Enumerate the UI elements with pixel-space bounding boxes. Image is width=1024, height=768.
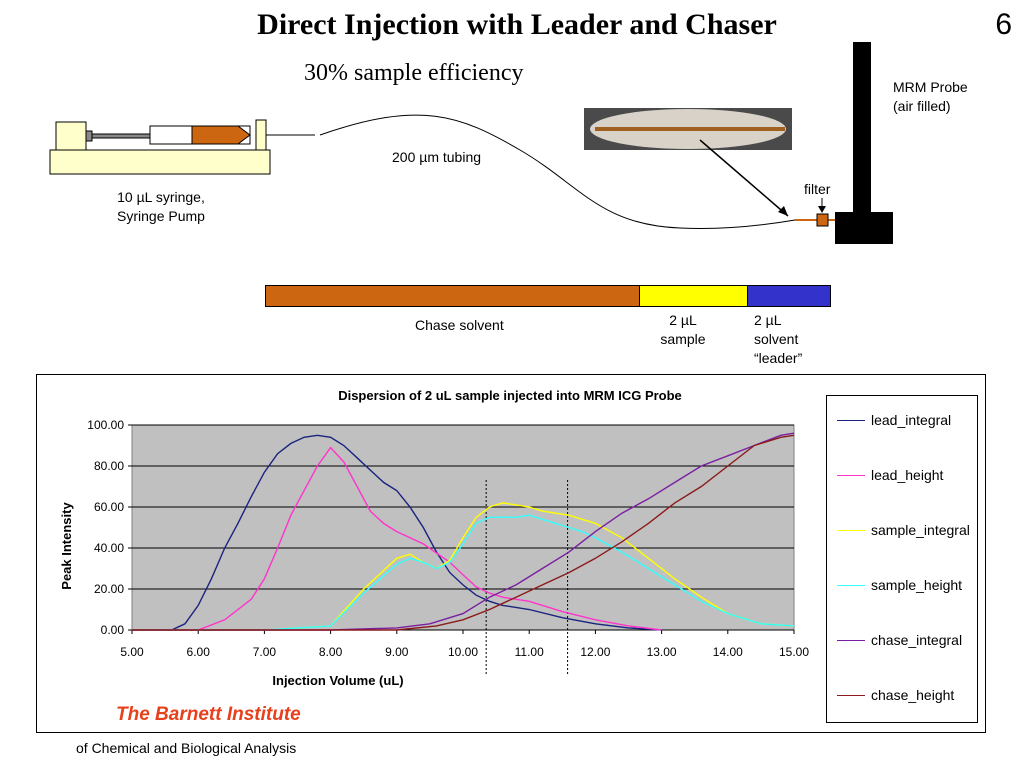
series-line-chase-integral [132,432,795,631]
y-tick-label: 0.00 [101,623,125,637]
y-tick-label: 80.00 [94,459,124,473]
leader-segment-label: 2 µL solvent “leader” [754,311,802,368]
chart-frame [36,374,986,733]
probe-label-line2: (air filled) [893,98,951,114]
mrm-probe-base [835,212,893,244]
slide-number: 6 [995,8,1012,41]
legend-item: chase_integral [837,631,962,649]
schematic-diagram [49,42,893,244]
x-tick-label: 14.00 [713,645,743,659]
x-tick-label: 7.00 [253,645,277,659]
sample-label-line1: 2 µL [669,312,697,328]
probe-photo-tube [595,127,785,131]
legend-label: sample_integral [871,522,970,538]
chase-segment [266,286,641,306]
plunger-cap [85,130,93,142]
tubing-label: 200 µm tubing [392,149,482,165]
x-tick-label: 13.00 [647,645,677,659]
series-line-lead-height [132,446,662,631]
legend-swatch [837,694,865,696]
segment-bar [265,285,831,307]
series-line-sample-integral [132,502,795,631]
syringe-label: 10 µL syringe, Syringe Pump [96,188,226,226]
series-line-sample-height [132,514,795,631]
series-line-lead-integral [132,434,662,631]
mrm-probe-shaft [853,42,871,217]
x-axis-label: Injection Volume (uL) [272,673,403,688]
legend-swatch [837,584,865,586]
x-tick-label: 9.00 [385,645,409,659]
dispersion-chart: Dispersion of 2 uL sample injected into … [59,388,809,688]
plot-area [131,424,795,631]
legend-label: chase_integral [871,632,963,648]
syringe-label-line2: Syringe Pump [117,208,205,224]
syringe-fluid [191,125,251,145]
legend-swatch [837,474,865,476]
legend-label: lead_height [871,467,944,483]
legend-label: lead_integral [871,412,952,428]
legend-item: lead_height [837,466,943,484]
sample-segment [640,286,748,306]
probe-label-line1: MRM Probe [893,79,968,95]
institute-name: The Barnett Institute [116,704,301,725]
leader-label-line1: 2 µL [754,312,782,328]
x-tick-label: 12.00 [580,645,610,659]
x-tick-label: 15.00 [779,645,809,659]
filter-block [816,213,829,227]
institute-subtitle: of Chemical and Biological Analysis [76,740,297,756]
y-tick-label: 100.00 [87,418,124,432]
legend-item: lead_integral [837,411,951,429]
legend-swatch [837,419,865,421]
slide-title: Direct Injection with Leader and Chaser [257,8,777,41]
chase-segment-label: Chase solvent [415,317,504,333]
legend-label: chase_height [871,687,955,703]
leader-label-line2: solvent [754,331,799,347]
legend-item: sample_height [837,576,962,594]
sample-segment-label: 2 µL sample [648,311,718,349]
y-axis-label: Peak Intensity [59,502,74,590]
syringe-label-line1: 10 µL syringe, [117,189,205,205]
y-tick-label: 40.00 [94,541,124,555]
pump-block [55,121,87,151]
photo-pointer-arrow [699,139,789,217]
pump-base [49,149,271,175]
x-tick-label: 6.00 [187,645,211,659]
y-tick-label: 60.00 [94,500,124,514]
legend-item: chase_height [837,686,954,704]
chart-title: Dispersion of 2 uL sample injected into … [338,388,682,403]
filter-label: filter [804,181,831,197]
legend-swatch [837,639,865,641]
efficiency-subtitle: 30% sample efficiency [304,60,524,86]
x-tick-label: 11.00 [515,645,544,659]
x-tick-label: 8.00 [319,645,343,659]
y-tick-label: 20.00 [94,582,124,596]
x-tick-label: 5.00 [120,645,144,659]
sample-label-line2: sample [660,331,706,347]
series-line-chase-height [132,434,795,631]
syringe-holder [255,119,267,151]
x-tick-label: 10.00 [448,645,478,659]
leader-segment [747,286,830,306]
probe-label: MRM Probe (air filled) [893,78,968,116]
legend-label: sample_height [871,577,963,593]
legend-item: sample_integral [837,521,970,539]
syringe-pump [49,119,271,175]
tubing-line [319,114,796,230]
legend-swatch [837,529,865,531]
leader-label-line3: “leader” [754,350,803,366]
